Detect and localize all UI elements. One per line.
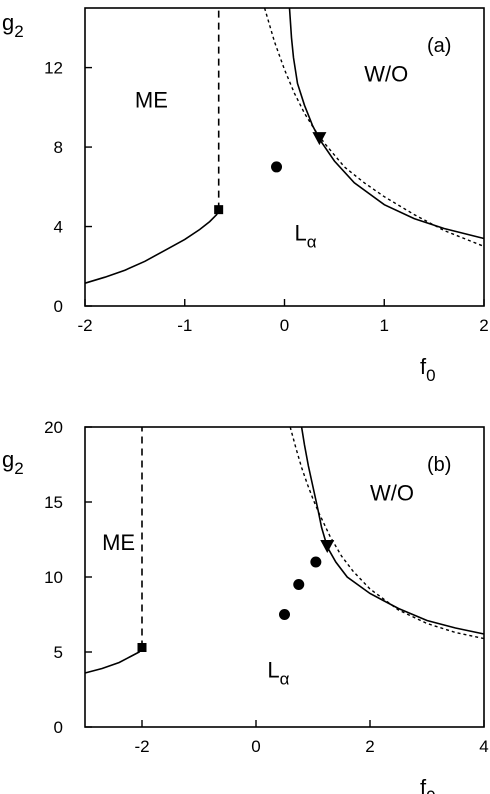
panel-a-region-label: W/O xyxy=(364,62,408,87)
panel-b-xtick-label: -2 xyxy=(134,737,149,756)
panel-a-curve-solid xyxy=(288,7,485,240)
panel-b-xtick-label: 2 xyxy=(365,737,374,756)
panel-b-region-subscript: α xyxy=(280,670,290,689)
panel-a-curve-solid xyxy=(84,209,220,284)
panel-a-xtick-label: -2 xyxy=(77,316,92,335)
panel-b-region-text: L xyxy=(267,658,279,683)
panel-b-curve-solid xyxy=(300,426,485,635)
panel-b-region-label: W/O xyxy=(370,481,414,506)
panel-a-xtick-label: 2 xyxy=(479,316,488,335)
panel-a-xtick-label: 0 xyxy=(280,316,289,335)
panel-b-ytick-label: 0 xyxy=(54,718,63,737)
panel-b-region-text: W/O xyxy=(370,481,414,506)
panel-a-region-label: Lα xyxy=(294,220,316,251)
panel-b-x-axis-label: f0 xyxy=(420,775,436,794)
panel-a-panel-label: (a) xyxy=(427,35,451,57)
panel-a-curve-dotted xyxy=(263,7,485,248)
panel-a-region-text: W/O xyxy=(364,62,408,87)
panel-a-ytick-label: 0 xyxy=(54,297,63,316)
panel-a-region-text: L xyxy=(294,220,306,245)
panel-a-ytick-label: 12 xyxy=(44,59,63,78)
panel-a-ytick-label: 4 xyxy=(54,218,63,237)
panel-b-region-label: ME xyxy=(102,530,135,555)
panel-b-region-label: Lα xyxy=(267,658,289,689)
panel-b-circle-marker xyxy=(279,609,290,620)
panel-b-y-axis-label-sub: 2 xyxy=(14,459,23,478)
panel-a-xtick-label: -1 xyxy=(177,316,192,335)
panel-a-y-axis-label-sub: 2 xyxy=(14,22,23,41)
panel-b-curve-dotted xyxy=(289,426,485,640)
panel-b-circle-marker xyxy=(293,579,305,590)
panel-a-square-marker xyxy=(214,205,224,215)
panel-b-circle-marker xyxy=(310,556,322,568)
panel-b-ytick-label: 15 xyxy=(44,493,63,512)
panel-a-xtick-label: 1 xyxy=(380,316,389,335)
panel-a-region-subscript: α xyxy=(307,232,317,251)
panel-b-x-axis-label-main: f xyxy=(420,775,427,794)
panel-b-triangle-marker xyxy=(320,540,335,553)
panel-b-region-text: ME xyxy=(102,530,135,555)
panel-b-xtick-label: 4 xyxy=(479,737,488,756)
panel-a-x-axis-label-sub: 0 xyxy=(426,366,435,385)
panel-a-ytick-label: 8 xyxy=(54,138,63,157)
panel-a-y-axis-label: g2 xyxy=(2,10,24,41)
panel-a-region-text: ME xyxy=(135,87,168,112)
panel-b-panel-label: (b) xyxy=(427,454,451,476)
panel-b-ytick-label: 20 xyxy=(44,418,63,437)
panel-b-xtick-label: 0 xyxy=(251,737,260,756)
panel-b-square-marker xyxy=(137,643,147,652)
panel-b-y-axis-label-main: g xyxy=(2,447,14,472)
panel-a-triangle-marker xyxy=(312,132,327,146)
panel-a-x-axis-label-main: f xyxy=(420,354,427,379)
panel-b-x-axis-label-sub: 0 xyxy=(426,787,435,794)
panel-a-region-label: ME xyxy=(135,87,168,112)
panel-b-ytick-label: 10 xyxy=(44,568,63,587)
panel-a-x-axis-label: f0 xyxy=(420,354,436,385)
panel-a-y-axis-label-main: g xyxy=(2,10,14,35)
panel-b-y-axis-label: g2 xyxy=(2,447,24,478)
panel-a-circle-marker xyxy=(271,161,283,173)
panel-b-ytick-label: 5 xyxy=(54,643,63,662)
panel-b-curve-solid xyxy=(84,647,143,674)
